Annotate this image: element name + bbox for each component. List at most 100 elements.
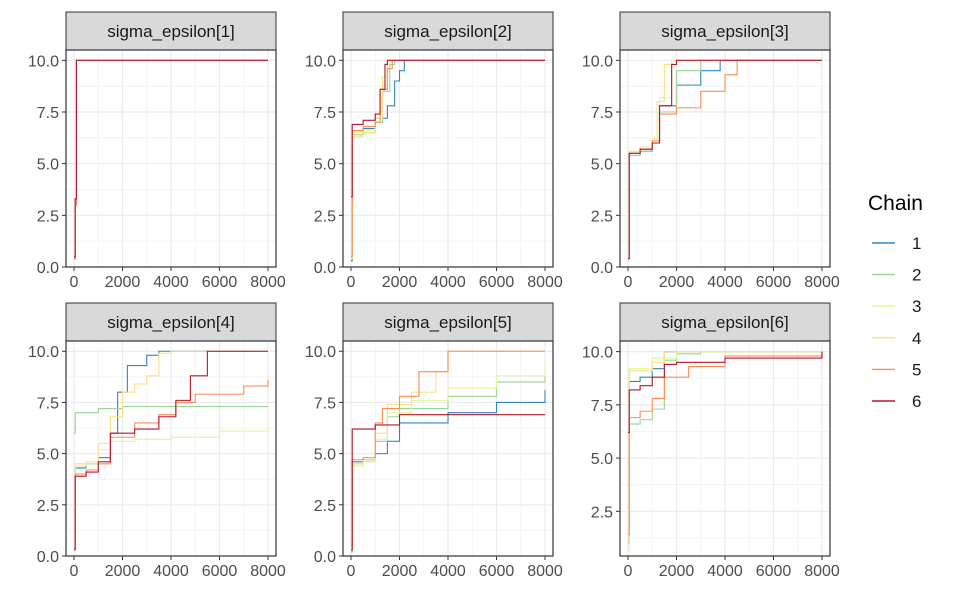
y-tick-label: 7.5 <box>591 398 613 415</box>
facet-title: sigma_epsilon[6] <box>661 313 789 332</box>
y-tick-label: 0.0 <box>591 260 613 277</box>
y-tick-label: 10.0 <box>582 53 613 70</box>
y-tick-label: 2.5 <box>314 208 336 225</box>
x-tick-label: 6000 <box>479 563 515 580</box>
facet-panel-2: sigma_epsilon[2] 0 2000 4000 6000 8000 0.0 2.5 5… <box>305 11 563 291</box>
x-tick-label: 0 <box>347 274 356 291</box>
x-tick-label: 8000 <box>527 563 563 580</box>
x-tick-label: 6000 <box>756 274 792 291</box>
y-tick-label: 5.0 <box>314 157 336 174</box>
y-tick-label: 0.0 <box>314 260 336 277</box>
y-tick-label: 7.5 <box>314 105 336 122</box>
y-tick-label: 2.5 <box>37 498 59 515</box>
panel-border <box>65 49 277 268</box>
legend-label-chain-4: 4 <box>912 329 921 348</box>
x-tick-label: 6000 <box>479 274 515 291</box>
x-tick-label: 4000 <box>153 274 189 291</box>
x-tick-label: 6000 <box>202 563 238 580</box>
facet-strip <box>619 302 831 342</box>
x-tick-label: 8000 <box>527 274 563 291</box>
y-tick-label: 5.0 <box>314 447 336 464</box>
y-tick-label: 5.0 <box>37 447 59 464</box>
x-tick-label: 0 <box>70 563 79 580</box>
y-tick-label: 5.0 <box>37 157 59 174</box>
x-tick-label: 8000 <box>250 563 286 580</box>
y-tick-label: 10.0 <box>28 344 59 361</box>
series-line-chain-5 <box>351 350 545 547</box>
y-tick-label: 10.0 <box>305 344 336 361</box>
facet-panel-3: sigma_epsilon[3] 0 2000 4000 6000 8000 0.0 2.5 5… <box>582 11 840 291</box>
series-line-chain-6 <box>74 350 268 551</box>
facet-strip <box>65 302 277 342</box>
series-line-chain-2 <box>628 351 822 544</box>
facet-title: sigma_epsilon[4] <box>107 313 235 332</box>
y-tick-label: 2.5 <box>591 208 613 225</box>
y-tick-label: 7.5 <box>314 395 336 412</box>
x-tick-label: 6000 <box>202 274 238 291</box>
x-tick-label: 4000 <box>707 563 743 580</box>
x-tick-label: 4000 <box>430 274 466 291</box>
series-line-chain-6 <box>74 59 268 258</box>
facet-strip <box>65 11 277 51</box>
y-tick-label: 2.5 <box>314 498 336 515</box>
y-tick-label: 10.0 <box>305 53 336 70</box>
y-tick-label: 5.0 <box>591 157 613 174</box>
panel-border <box>619 340 831 557</box>
legend-label-chain-2: 2 <box>912 266 921 285</box>
facet-panel-5: sigma_epsilon[5] 0 2000 4000 6000 8000 0.0 2.5 5… <box>305 302 563 580</box>
facet-title: sigma_epsilon[1] <box>107 22 235 41</box>
legend: Chain 1 2 3 4 5 6 <box>868 192 923 411</box>
x-tick-label: 4000 <box>707 274 743 291</box>
legend-label-chain-5: 5 <box>912 360 921 379</box>
series-line-chain-6 <box>628 351 823 434</box>
facet-panel-1: sigma_epsilon[1] 0 2000 4000 6000 8000 0.0 2.5 5… <box>28 11 286 291</box>
x-tick-label: 8000 <box>804 563 840 580</box>
x-tick-label: 2000 <box>659 274 695 291</box>
y-tick-label: 0.0 <box>37 260 59 277</box>
x-tick-label: 2000 <box>382 563 418 580</box>
panel-border <box>342 49 554 268</box>
series-line-chain-6 <box>351 414 545 551</box>
x-tick-label: 4000 <box>153 563 189 580</box>
facet-strip <box>342 302 554 342</box>
legend-label-chain-3: 3 <box>912 297 921 316</box>
x-tick-label: 0 <box>347 563 356 580</box>
panel-border <box>65 340 277 557</box>
y-tick-label: 2.5 <box>591 504 613 521</box>
y-tick-label: 2.5 <box>37 208 59 225</box>
y-tick-label: 0.0 <box>314 549 336 566</box>
facet-panel-4: sigma_epsilon[4] 0 2000 4000 6000 8000 0.0 2.5 5… <box>28 302 286 580</box>
x-tick-label: 2000 <box>659 563 695 580</box>
y-tick-label: 10.0 <box>582 345 613 362</box>
facet-title: sigma_epsilon[2] <box>384 22 512 41</box>
x-tick-label: 0 <box>624 274 633 291</box>
y-tick-label: 5.0 <box>591 451 613 468</box>
facet-title: sigma_epsilon[3] <box>661 22 789 41</box>
x-tick-label: 0 <box>70 274 79 291</box>
x-tick-label: 0 <box>624 563 633 580</box>
legend-title: Chain <box>868 192 923 215</box>
panel-border <box>342 340 554 557</box>
panel-border <box>619 49 831 268</box>
y-tick-label: 7.5 <box>37 105 59 122</box>
facet-title: sigma_epsilon[5] <box>384 313 512 332</box>
y-tick-label: 7.5 <box>591 105 613 122</box>
x-tick-label: 2000 <box>382 274 418 291</box>
facet-strip <box>619 11 831 51</box>
series-line-chain-6 <box>351 59 545 198</box>
x-tick-label: 8000 <box>804 274 840 291</box>
x-tick-label: 2000 <box>105 274 141 291</box>
x-tick-label: 6000 <box>756 563 792 580</box>
y-tick-label: 7.5 <box>37 395 59 412</box>
x-tick-label: 4000 <box>430 563 466 580</box>
legend-label-chain-1: 1 <box>912 234 921 253</box>
x-tick-label: 8000 <box>250 274 286 291</box>
y-tick-label: 10.0 <box>28 53 59 70</box>
facet-panel-6: sigma_epsilon[6] 0 2000 4000 6000 8000 2.5 5.0 7… <box>582 302 840 580</box>
series-line-chain-5 <box>351 59 545 258</box>
legend-label-chain-6: 6 <box>912 392 921 411</box>
y-tick-label: 0.0 <box>37 549 59 566</box>
series-line-chain-4 <box>74 350 268 547</box>
